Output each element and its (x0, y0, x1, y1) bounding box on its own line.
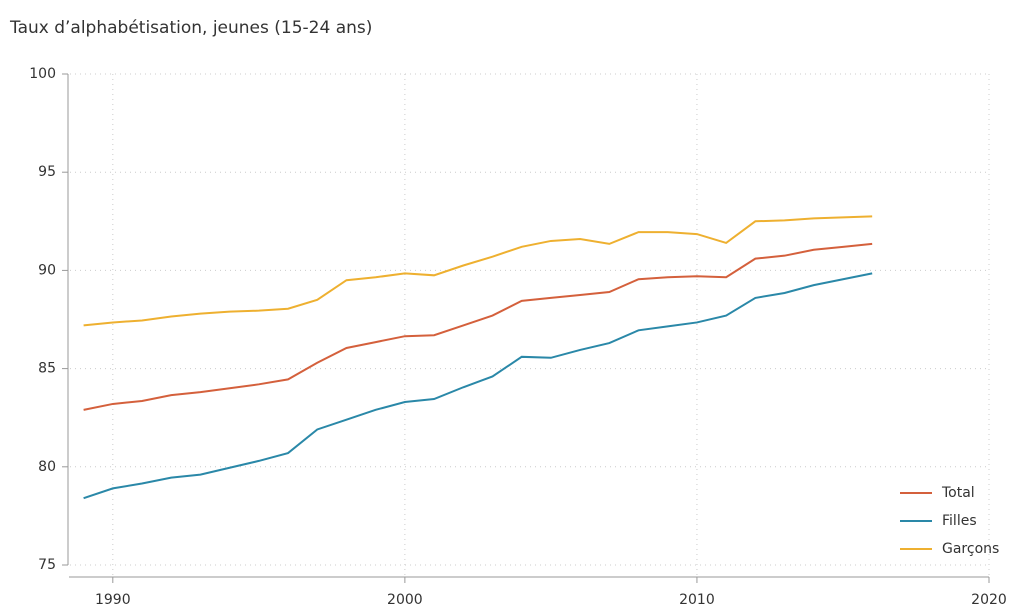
legend-label: Garçons (942, 541, 999, 557)
line-series (83, 242, 873, 411)
chart-title: Taux d’alphabétisation, jeunes (15-24 an… (9, 18, 372, 38)
legend-label: Filles (942, 513, 977, 529)
y-tick-label: 85 (38, 361, 56, 377)
x-tick-label: 1990 (95, 592, 131, 608)
line-series (83, 215, 873, 327)
y-tick-label: 90 (38, 262, 56, 278)
line-series (83, 272, 873, 500)
x-tick-label: 2020 (971, 592, 1007, 608)
legend-label: Total (941, 485, 975, 501)
y-tick-label: 100 (29, 66, 56, 82)
x-tick-label: 2010 (679, 592, 715, 608)
y-tick-label: 95 (38, 164, 56, 180)
y-tick-label: 75 (38, 557, 56, 573)
x-tick-label: 2000 (387, 592, 423, 608)
y-tick-label: 80 (38, 459, 56, 475)
